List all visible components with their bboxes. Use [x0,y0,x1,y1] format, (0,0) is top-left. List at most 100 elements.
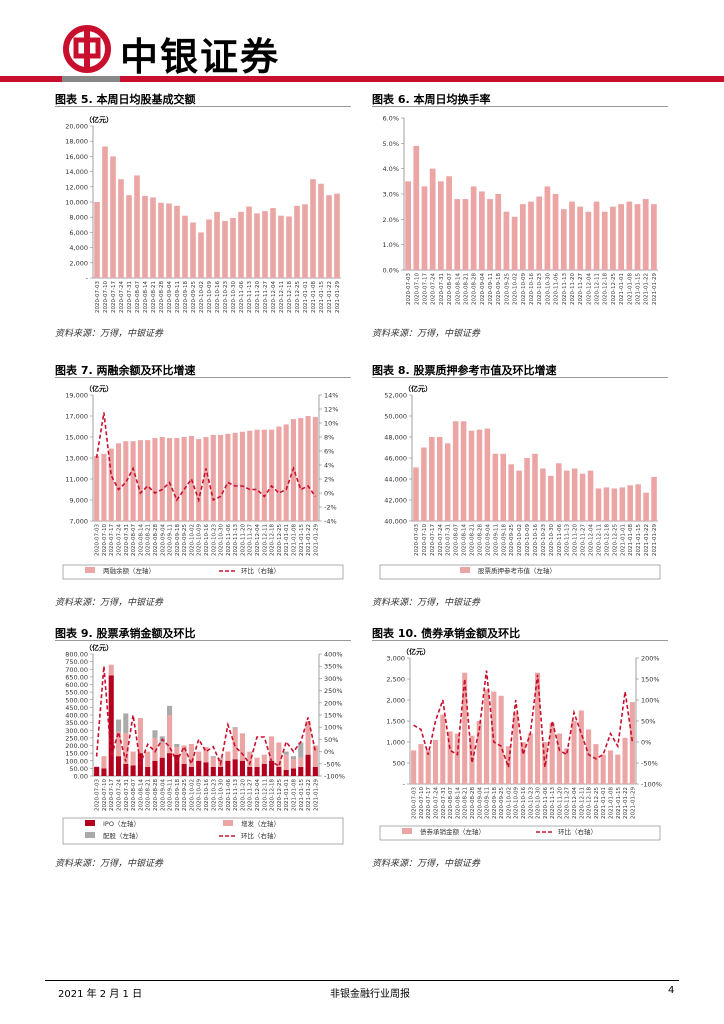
fig10-title: 图表 10. 债券承销金额及环比 [372,627,521,640]
bar-ipo [159,757,165,776]
y-tick-label: 700.00 [65,666,88,674]
y-tick-label: 350.00 [65,719,88,727]
bar [487,199,493,270]
bar [516,470,522,521]
bar [619,487,626,521]
bar-additional [276,742,282,767]
page-number: 4 [668,985,675,996]
x-tick-label: 2020-10-23 [211,524,217,556]
bar-additional [298,757,304,767]
bar-additional [312,745,318,767]
x-tick-label: 2020-11-13 [247,281,253,313]
x-tick-label: 2020-10-02 [189,779,195,811]
bar [152,438,158,521]
x-tick-label: 2020-11-20 [240,524,246,556]
x-tick-label: 2020-08-14 [455,273,461,305]
x-tick-label: 2020-09-25 [182,779,188,811]
fig10-title-rule [372,640,668,641]
bar-ipo [283,769,289,776]
footer-title: 非银金融行业周报 [330,989,410,1000]
y-tick-label: 650.00 [65,673,88,681]
x-tick-label: 2020-08-07 [448,787,454,819]
y2-tick-label: 4% [324,462,334,470]
y-tick-label: 450.00 [65,704,88,712]
x-tick-label: 2020-10-02 [189,524,195,556]
x-tick-label: 2020-07-24 [431,273,437,305]
x-tick-label: 2020-09-11 [485,787,491,819]
x-tick-label: 2021-01-08 [627,273,633,305]
bar [495,194,502,270]
x-tick-label: 2020-10-23 [537,273,543,305]
bar-ipo [152,760,158,776]
bar-ipo [218,766,224,776]
y-tick-label: 50.00 [69,765,88,773]
x-tick-label: 2020-12-18 [287,281,293,313]
fig7-source: 资料来源：万得，中银证券 [55,598,164,608]
bar-rights [115,719,122,732]
bar-additional [123,733,129,764]
fig9-source: 资料来源：万得，中银证券 [55,859,164,869]
x-tick-label: 2020-09-11 [168,524,174,556]
bar [94,455,100,521]
x-tick-label: 2020-10-23 [223,281,229,313]
bar [188,435,194,521]
bar [429,168,436,270]
bar-additional [188,743,194,767]
y-tick-label: 9,000 [69,497,88,505]
y2-tick-label: -50% [324,760,341,768]
unit-label: （亿元） [404,384,432,393]
bar [524,458,530,521]
bar [310,179,316,278]
x-tick-label: 2020-10-30 [231,281,237,313]
header-rule-accent [62,76,120,82]
bar [130,441,136,521]
bar-ipo [174,754,180,776]
bar [460,421,467,521]
y-tick-label: 11,000 [65,476,88,484]
y-tick-label: 600.00 [65,681,88,689]
x-tick-label: 2020-09-11 [493,524,499,556]
y-tick-label: 52,000 [384,392,407,400]
x-tick-label: 2020-07-24 [434,787,440,819]
x-tick-label: 2020-09-04 [485,524,491,556]
x-tick-label: 2020-11-06 [543,787,549,819]
x-tick-label: 2020-07-17 [109,524,115,556]
x-tick-label: 2020-12-11 [596,524,602,556]
bar-additional [108,664,114,676]
x-tick-label: 2020-09-18 [183,281,189,313]
x-tick-label: 2020-10-02 [506,787,512,819]
y-tick-label: 300.00 [65,727,88,735]
x-tick-label: 2021-01-29 [313,779,319,811]
y-tick-label: 0.00 [74,773,88,781]
x-tick-label: 2020-10-09 [514,787,520,819]
fig6-title-rule [372,106,668,107]
y2-tick-label: 100% [641,697,660,705]
x-tick-label: 2020-11-27 [578,273,584,305]
bar [468,430,475,521]
bar-ipo [145,766,151,776]
y2-tick-label: 8% [324,434,334,442]
bar [586,729,592,784]
bar-additional [269,736,275,761]
bar-ipo [290,768,297,776]
x-tick-label: 2020-08-28 [470,787,476,819]
bar [520,742,526,784]
x-tick-label: 2020-07-10 [419,787,425,819]
legend-swatch [223,820,233,826]
bar [503,211,510,270]
bar [94,202,100,278]
y2-tick-label: 50% [641,718,655,726]
x-tick-label: 2020-11-06 [226,779,232,811]
bar [115,443,122,521]
x-tick-label: 2020-08-07 [131,779,137,811]
x-tick-label: 2020-12-25 [594,787,600,819]
x-tick-label: 2020-08-21 [146,779,152,811]
bar [150,197,156,278]
x-tick-label: 2020-07-03 [95,524,101,556]
x-tick-label: 2020-10-30 [536,787,542,819]
bar-ipo [254,766,260,776]
bar [569,201,575,270]
line-series [95,412,317,503]
x-tick-label: 2020-08-14 [143,281,149,313]
bar [635,484,641,521]
